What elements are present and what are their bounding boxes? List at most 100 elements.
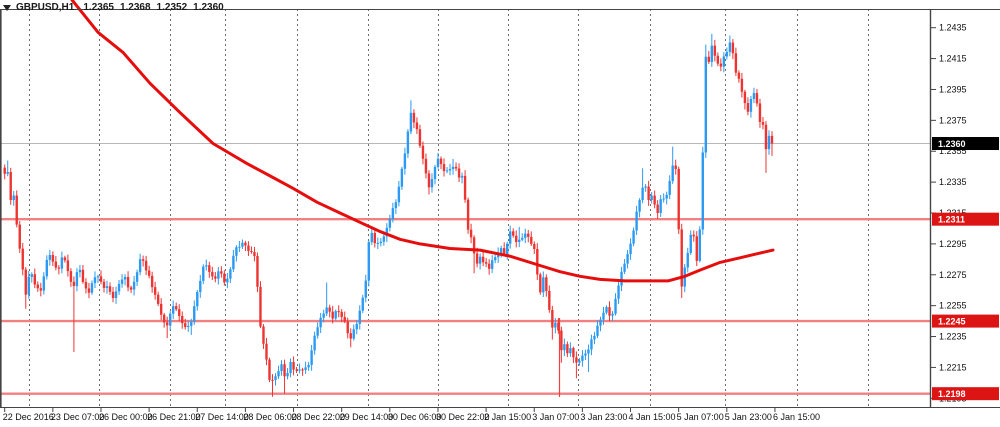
candle-body (156, 294, 160, 304)
candle-body (710, 45, 714, 62)
candle-body (75, 272, 79, 287)
candle-body (21, 248, 24, 270)
candle-body (81, 269, 85, 283)
candle-body (421, 145, 425, 159)
candle-body (626, 254, 629, 264)
candle-body (232, 255, 235, 270)
candle-body (439, 158, 443, 165)
candle-body (42, 276, 46, 291)
x-axis-label: 29 Dec 14:00 (340, 412, 394, 422)
candle-body (90, 283, 94, 293)
ohlc-low: 1.2352 (156, 2, 188, 13)
x-axis-label: 6 Jan 15:00 (773, 412, 820, 422)
candle-body (60, 257, 64, 269)
x-axis-label: 27 Dec 14:00 (195, 412, 249, 422)
candle-body (313, 335, 316, 351)
candle-body (241, 242, 244, 247)
candle-body (539, 274, 542, 293)
candle-body (686, 252, 689, 268)
y-axis-label: 1.2215 (939, 362, 967, 372)
candle-body (283, 364, 286, 377)
candle-body (30, 274, 33, 277)
x-axis-label: 23 Dec 07:00 (51, 412, 105, 422)
candle-body (671, 165, 674, 181)
candle-body (259, 286, 262, 327)
candle-body (502, 248, 506, 255)
y-axis-label: 1.2295 (939, 239, 967, 249)
candle-body (394, 202, 398, 209)
candle-body (734, 53, 738, 73)
candle-body (96, 276, 100, 278)
candle-body (424, 158, 428, 174)
candle-body (84, 282, 88, 289)
candle-body (518, 239, 521, 243)
candle-body (746, 103, 750, 112)
candle-body (208, 265, 211, 272)
candle-body (111, 291, 115, 299)
candle-body (39, 288, 43, 291)
candle-body (728, 42, 732, 52)
candle-body (761, 122, 765, 125)
candle-body (141, 259, 145, 261)
candle-body (69, 271, 73, 282)
candle-body (563, 344, 566, 351)
x-axis-label: 22 Dec 2016 (3, 412, 54, 422)
candle-body (548, 290, 551, 310)
candle-body (247, 245, 250, 251)
candle-body (587, 349, 590, 354)
candle-body (427, 173, 431, 188)
candle-body (18, 224, 21, 249)
candle-body (343, 317, 346, 322)
candle-body (36, 284, 39, 289)
candle-body (337, 311, 340, 313)
candle-body (331, 311, 334, 319)
candle-body (436, 158, 440, 167)
candle-body (415, 122, 419, 130)
candle-body (87, 288, 91, 293)
x-axis-label: 3 Jan 23:00 (580, 412, 627, 422)
candle-body (214, 276, 217, 279)
candle-body (3, 167, 6, 174)
candle-body (662, 198, 665, 200)
candle-body (632, 230, 635, 244)
candle-body (755, 93, 759, 104)
y-axis-label: 1.2255 (939, 301, 967, 311)
candle-body (223, 273, 226, 283)
candle-body (114, 291, 118, 299)
candle-body (701, 152, 704, 230)
candle-body (403, 153, 407, 169)
y-axis-label: 1.2335 (939, 177, 967, 187)
candle-body (346, 321, 349, 334)
candle-body (725, 51, 729, 57)
candle-body (593, 335, 596, 340)
y-axis-label: 1.2415 (939, 54, 967, 64)
candle-body (93, 277, 97, 284)
candle-body (524, 233, 527, 238)
chart-marker-icon[interactable] (3, 4, 11, 11)
candle-body (493, 257, 497, 261)
candle-body (355, 323, 358, 330)
candle-body (515, 235, 518, 243)
candle-body (400, 168, 404, 187)
ohlc-close: 1.2360 (193, 2, 224, 13)
candle-body (159, 303, 163, 315)
candle-body (722, 56, 726, 67)
candle-body (226, 278, 229, 283)
candle-body (542, 277, 545, 293)
candle-body (689, 234, 692, 253)
candle-body (322, 313, 325, 318)
candle-body (656, 204, 659, 213)
candle-body (328, 307, 331, 312)
y-axis-label: 1.2355 (939, 146, 967, 156)
y-axis-label: 1.2275 (939, 270, 967, 280)
candle-body (184, 323, 187, 328)
current-price-tag-text: 1.2360 (938, 139, 966, 149)
candle-body (551, 309, 554, 328)
candle-body (205, 265, 208, 267)
candle-body (412, 112, 416, 123)
x-axis-label: 26 Dec 21:00 (147, 412, 201, 422)
candle-body (150, 275, 154, 288)
candle-body (250, 250, 253, 252)
candle-body (731, 42, 735, 54)
